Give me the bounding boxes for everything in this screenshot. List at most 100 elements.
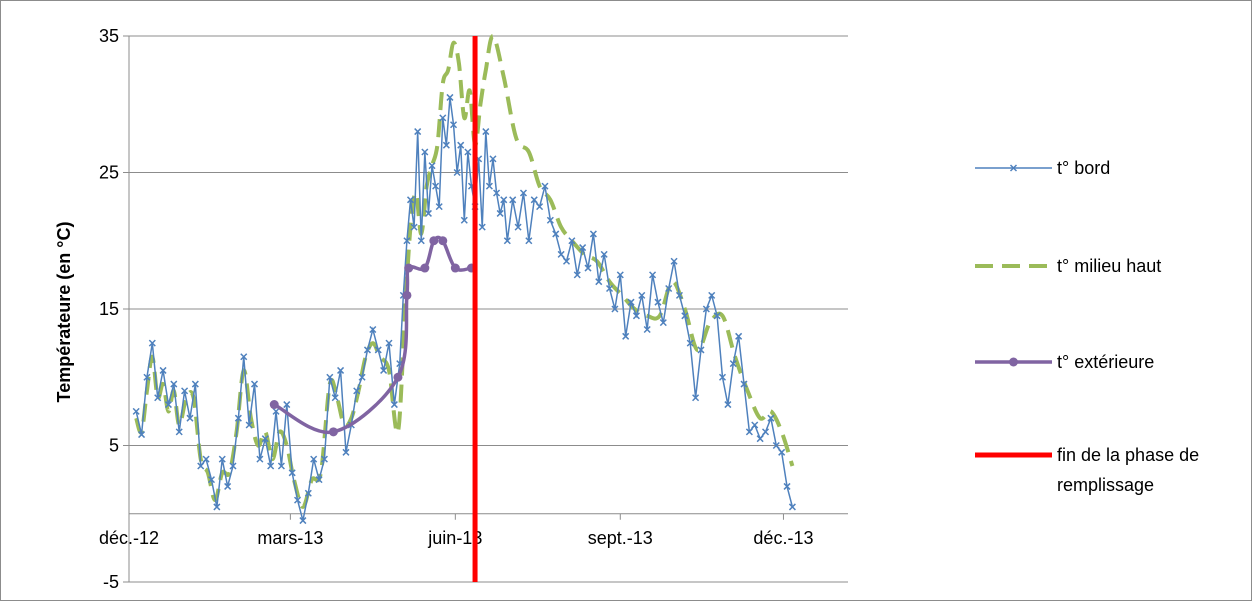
data-point [197, 462, 205, 470]
data-point [404, 263, 414, 273]
data-point [186, 414, 194, 422]
data-point [175, 428, 183, 436]
data-point [410, 223, 418, 231]
data-point [783, 482, 791, 490]
data-point [638, 291, 646, 299]
data-point [181, 387, 189, 395]
x-tick-label: sept.-13 [588, 528, 653, 548]
legend-entry: t° extérieure [975, 352, 1154, 372]
data-point [675, 291, 683, 299]
data-point [328, 427, 338, 437]
data-point [304, 489, 312, 497]
y-tick-label: -5 [103, 572, 119, 592]
data-point [536, 203, 544, 211]
data-point [579, 244, 587, 252]
data-point [439, 114, 447, 122]
data-point [767, 414, 775, 422]
series-line [134, 33, 795, 509]
y-tick-label: 5 [109, 436, 119, 456]
series-layer [132, 33, 796, 582]
tick-labels: 35 25 15 5 -5 déc.-12 mars-13 juin-13 sept.-13 dé… [99, 26, 814, 592]
legend-entry: t° milieu haut [975, 256, 1161, 276]
y-tick-label: 25 [99, 163, 119, 183]
data-point [299, 517, 307, 525]
data-point [589, 230, 597, 238]
data-point [525, 237, 533, 245]
data-point [509, 196, 517, 204]
data-point [320, 455, 328, 463]
data-point [740, 380, 748, 388]
legend-label: t° extérieure [1057, 352, 1154, 372]
x-tick-label: juin-13 [427, 528, 482, 548]
data-point [772, 441, 780, 450]
legend-entry: t° bord [975, 158, 1110, 178]
data-point [745, 428, 753, 436]
data-point [788, 503, 796, 511]
data-point [374, 346, 382, 354]
data-point [735, 332, 743, 340]
data-point [729, 360, 737, 368]
data-point [288, 469, 296, 477]
data-point [432, 182, 440, 190]
data-point [519, 189, 527, 197]
data-point [229, 462, 237, 470]
data-point [358, 373, 366, 381]
series-line [273, 235, 472, 435]
data-point [315, 476, 323, 484]
data-point [402, 290, 412, 300]
data-point [686, 339, 694, 347]
data-point [654, 298, 662, 306]
data-point [234, 414, 242, 422]
data-point [224, 482, 232, 490]
data-point [557, 250, 565, 258]
data-point [442, 141, 450, 149]
data-point [269, 400, 279, 410]
x-tick-label: déc.-13 [753, 528, 813, 548]
data-point [245, 421, 253, 429]
data-point [342, 448, 350, 456]
data-point [207, 476, 216, 484]
data-point [438, 236, 448, 246]
data-point [478, 223, 486, 231]
data-point [756, 435, 764, 443]
data-point [568, 237, 576, 245]
data-point [428, 162, 436, 170]
legend-label: t° bord [1057, 158, 1110, 178]
data-point [460, 216, 468, 224]
data-point [337, 366, 345, 374]
data-point [421, 148, 429, 156]
data-point [530, 196, 538, 204]
data-point [363, 346, 372, 354]
data-point [485, 182, 493, 190]
legend-entry: fin de la phase de remplissage [975, 445, 1199, 495]
data-point [446, 93, 454, 101]
data-point [605, 284, 614, 293]
data-point [277, 462, 285, 470]
data-point [294, 496, 302, 504]
data-point [385, 339, 393, 347]
data-point [380, 366, 388, 374]
y-tick-label: 15 [99, 299, 119, 319]
data-point [256, 455, 264, 463]
data-point [718, 373, 727, 381]
data-point [417, 237, 425, 245]
data-point [541, 182, 549, 190]
data-point [665, 284, 673, 293]
data-point [457, 141, 465, 149]
data-point [420, 263, 430, 273]
data-point [751, 421, 759, 429]
data-point [213, 503, 221, 511]
data-point [627, 298, 635, 306]
data-point [681, 312, 689, 320]
y-tick-label: 35 [99, 26, 119, 46]
axes [123, 35, 848, 583]
legend-label-cont: remplissage [1057, 475, 1154, 495]
data-point [702, 305, 710, 313]
data-point [369, 325, 377, 334]
data-point [403, 237, 411, 245]
data-point [240, 353, 248, 361]
data-point [191, 380, 199, 388]
data-point [326, 373, 334, 381]
data-point [670, 257, 678, 265]
